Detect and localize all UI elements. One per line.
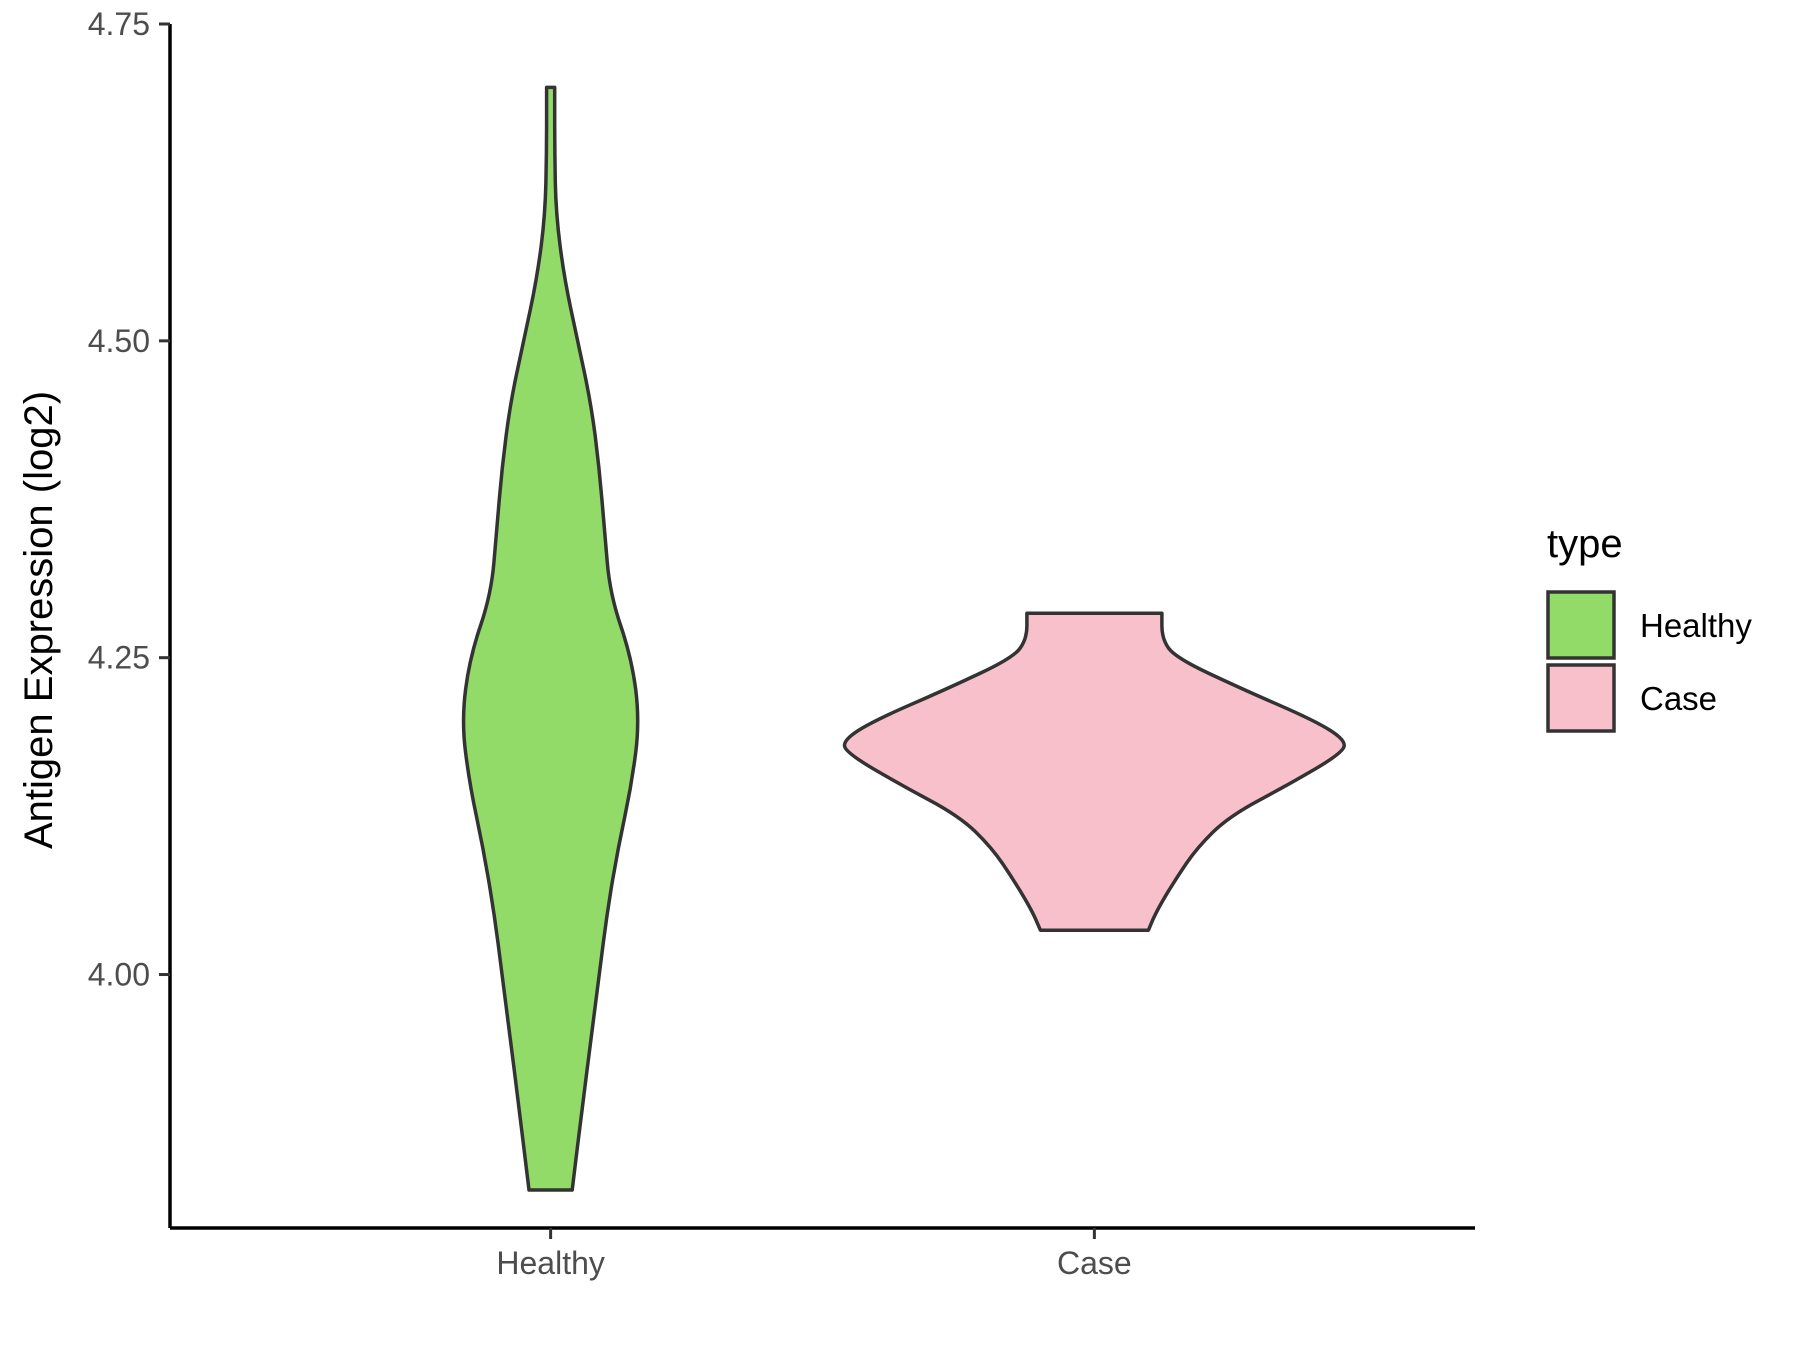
legend-label-case: Case xyxy=(1640,680,1717,717)
violin-healthy xyxy=(461,85,640,1192)
legend: type Healthy Case xyxy=(1546,522,1752,733)
legend-label-healthy: Healthy xyxy=(1640,607,1752,644)
legend-title: type xyxy=(1547,522,1623,566)
y-tick-label: 4.00 xyxy=(88,957,150,993)
y-axis-title: Antigen Expression (log2) xyxy=(17,391,61,849)
y-tick-label: 4.25 xyxy=(88,640,150,676)
violin-layer xyxy=(461,85,1346,1192)
y-tick-label: 4.50 xyxy=(88,323,150,359)
legend-key-healthy xyxy=(1546,590,1616,660)
x-tick-label-healthy: Healthy xyxy=(496,1245,605,1281)
axes: 4.00 4.25 4.50 4.75 Healthy Case xyxy=(88,6,1475,1281)
violin-case xyxy=(842,611,1346,932)
y-tick-label: 4.75 xyxy=(88,6,150,42)
x-tick-label-case: Case xyxy=(1057,1245,1132,1281)
legend-key-case xyxy=(1546,663,1616,733)
